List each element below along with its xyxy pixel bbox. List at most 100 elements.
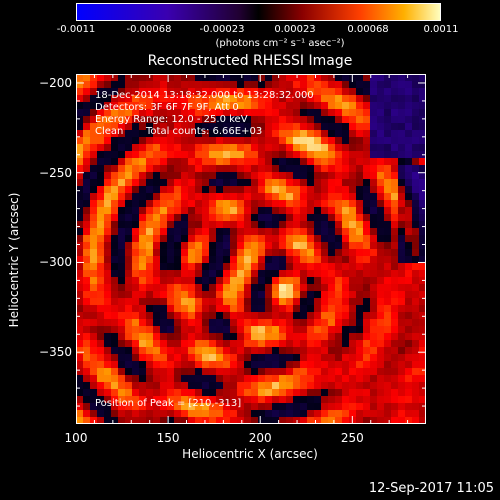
heatmap-cell xyxy=(139,396,147,404)
heatmap-cell xyxy=(370,417,378,424)
heatmap-cell xyxy=(83,88,91,96)
heatmap-cell xyxy=(391,361,399,369)
heatmap-cell xyxy=(195,368,203,376)
heatmap-cell xyxy=(209,179,217,187)
heatmap-cell xyxy=(307,235,315,243)
heatmap-cell xyxy=(160,396,168,404)
heatmap-cell xyxy=(188,158,196,166)
heatmap-cell xyxy=(349,172,357,180)
heatmap-cell xyxy=(202,368,210,376)
heatmap-cell xyxy=(258,221,266,229)
heatmap-cell xyxy=(328,389,336,397)
heatmap-cell xyxy=(342,137,350,145)
heatmap-cell xyxy=(363,81,371,89)
heatmap-cell xyxy=(391,396,399,404)
heatmap-cell xyxy=(181,326,189,334)
heatmap-cell xyxy=(195,326,203,334)
heatmap-cell xyxy=(342,333,350,341)
heatmap-cell xyxy=(132,382,140,390)
heatmap-cell xyxy=(370,382,378,390)
heatmap-cell xyxy=(160,389,168,397)
heatmap-cell xyxy=(391,74,399,82)
heatmap-cell xyxy=(412,172,420,180)
heatmap-cell xyxy=(104,277,112,285)
heatmap-cell xyxy=(286,102,294,110)
heatmap-cell xyxy=(384,207,392,215)
colorbar xyxy=(76,3,441,21)
heatmap-cell xyxy=(132,312,140,320)
heatmap-cell xyxy=(216,235,224,243)
heatmap-cell xyxy=(272,354,280,362)
heatmap-cell xyxy=(244,144,252,152)
heatmap-cell xyxy=(279,151,287,159)
heatmap-cell xyxy=(118,116,126,124)
heatmap-cell xyxy=(223,354,231,362)
heatmap-cell xyxy=(328,95,336,103)
heatmap-cell xyxy=(335,200,343,208)
heatmap-cell xyxy=(125,284,133,292)
heatmap-cell xyxy=(279,326,287,334)
heatmap-cell xyxy=(90,298,98,306)
heatmap-cell xyxy=(314,102,322,110)
heatmap-cell xyxy=(146,130,154,138)
heatmap-cell xyxy=(363,396,371,404)
heatmap-cell xyxy=(223,95,231,103)
heatmap-cell xyxy=(195,354,203,362)
heatmap-cell xyxy=(202,319,210,327)
heatmap-cell xyxy=(104,235,112,243)
heatmap-cell xyxy=(90,200,98,208)
heatmap-cell xyxy=(293,221,301,229)
heatmap-cell xyxy=(265,249,273,257)
heatmap-cell xyxy=(188,179,196,187)
heatmap-cell xyxy=(370,235,378,243)
heatmap-cell xyxy=(237,368,245,376)
heatmap-cell xyxy=(111,109,119,117)
heatmap-cell xyxy=(363,347,371,355)
heatmap-cell xyxy=(356,179,364,187)
heatmap-cell xyxy=(132,74,140,82)
heatmap-cell xyxy=(244,172,252,180)
heatmap-cell xyxy=(188,172,196,180)
heatmap-cell xyxy=(363,256,371,264)
heatmap-cell xyxy=(209,389,217,397)
heatmap-cell xyxy=(258,382,266,390)
heatmap-cell xyxy=(216,102,224,110)
heatmap-cell xyxy=(160,88,168,96)
heatmap-cell xyxy=(251,81,259,89)
heatmap-cell xyxy=(111,277,119,285)
heatmap-cell xyxy=(223,242,231,250)
heatmap-cell xyxy=(223,221,231,229)
heatmap-cell xyxy=(167,74,175,82)
heatmap-cell xyxy=(279,137,287,145)
heatmap-plot xyxy=(76,74,426,424)
heatmap-cell xyxy=(286,144,294,152)
heatmap-cell xyxy=(209,270,217,278)
heatmap-cell xyxy=(349,235,357,243)
heatmap-cell xyxy=(286,88,294,96)
heatmap-cell xyxy=(132,186,140,194)
heatmap-cell xyxy=(335,207,343,215)
heatmap-cell xyxy=(139,256,147,264)
heatmap-cell xyxy=(377,305,385,313)
heatmap-cell xyxy=(335,368,343,376)
heatmap-cell xyxy=(223,144,231,152)
heatmap-cell xyxy=(356,144,364,152)
heatmap-cell xyxy=(279,305,287,313)
heatmap-cell xyxy=(153,186,161,194)
heatmap-cell xyxy=(321,347,329,355)
heatmap-cell xyxy=(335,74,343,82)
heatmap-cell xyxy=(97,228,105,236)
heatmap-cell xyxy=(153,200,161,208)
heatmap-cell xyxy=(167,193,175,201)
heatmap-cell xyxy=(314,193,322,201)
heatmap-cell xyxy=(216,375,224,383)
heatmap-cell xyxy=(83,389,91,397)
heatmap-cell xyxy=(132,305,140,313)
heatmap-cell xyxy=(412,186,420,194)
heatmap-cell xyxy=(146,116,154,124)
heatmap-cell xyxy=(97,95,105,103)
heatmap-cell xyxy=(328,263,336,271)
heatmap-cell xyxy=(370,347,378,355)
heatmap-cell xyxy=(202,172,210,180)
heatmap-cell xyxy=(258,95,266,103)
